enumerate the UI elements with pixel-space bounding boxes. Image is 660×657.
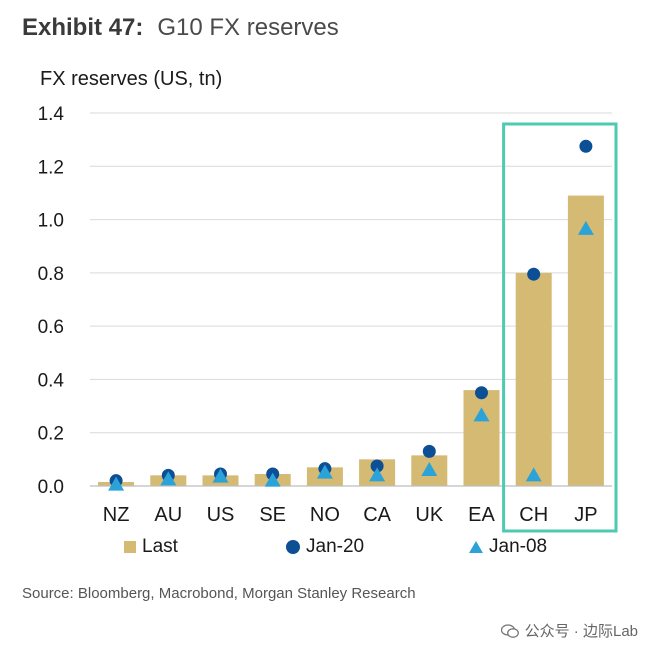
x-tick-label: NO	[310, 504, 340, 526]
point-jan20	[527, 267, 541, 281]
point-jan08	[473, 407, 490, 422]
watermark-text: 公众号 · 边际Lab	[524, 623, 638, 640]
x-tick-label: AU	[154, 504, 182, 526]
bar-last	[515, 272, 552, 486]
bar-last	[463, 390, 500, 486]
legend-item-last: Last	[124, 536, 178, 558]
y-tick-label: 0.8	[38, 264, 64, 285]
legend-label-jan08: Jan-08	[489, 536, 548, 557]
y-tick-label: 0.2	[38, 424, 64, 445]
legend-item-jan20: Jan-20	[286, 536, 364, 558]
point-jan08	[212, 468, 229, 483]
y-tick-label: 1.2	[38, 157, 64, 178]
y-tick-label: 1.4	[38, 104, 65, 125]
legend-label-last: Last	[142, 536, 178, 557]
legend-bar-swatch	[124, 541, 136, 553]
point-jan08	[160, 471, 177, 486]
x-tick-label: NZ	[103, 504, 130, 526]
title-row: Exhibit 47: G10 FX reserves	[22, 14, 339, 42]
point-jan20	[579, 139, 593, 153]
point-jan08	[316, 464, 333, 479]
watermark: 公众号 · 边际Lab	[500, 620, 638, 641]
chart-title: G10 FX reserves	[157, 14, 339, 41]
x-tick-label: EA	[468, 504, 495, 526]
y-tick-label: 0.4	[38, 370, 65, 391]
legend-item-jan08: Jan-08	[469, 536, 547, 558]
x-tick-label: CA	[363, 504, 391, 526]
bar-last	[567, 195, 604, 487]
wechat-icon	[500, 623, 519, 638]
point-jan08	[577, 220, 594, 235]
bar-chart: 0.0 0.2 0.4 0.6 0.8 1.0 1.2 1.4 NZ AU US SE NO CA UK EA…	[38, 104, 618, 533]
y-tick-label: 0.0	[38, 477, 64, 498]
point-jan20	[370, 459, 384, 473]
point-jan08	[525, 467, 542, 482]
point-jan08	[108, 476, 125, 491]
point-jan08	[369, 467, 386, 482]
y-axis-label: FX reserves (US, tn)	[40, 68, 223, 90]
point-jan20	[475, 386, 488, 400]
point-jan20	[422, 444, 436, 458]
x-tick-label: JP	[574, 504, 597, 526]
highlight-box	[502, 122, 618, 533]
point-jan08	[421, 462, 438, 477]
exhibit-label: Exhibit 47:	[22, 14, 144, 41]
legend-triangle-swatch	[469, 541, 483, 553]
x-tick-label: SE	[259, 504, 286, 526]
x-tick-label: UK	[415, 504, 443, 526]
legend-label-jan20: Jan-20	[306, 536, 365, 557]
legend: Last Jan-20 Jan-08	[0, 536, 660, 560]
y-tick-label: 0.6	[38, 317, 64, 338]
x-tick-label: US	[207, 504, 235, 526]
y-tick-label: 1.0	[38, 211, 64, 232]
legend-dot-swatch	[286, 540, 300, 554]
x-tick-label: CH	[519, 504, 548, 526]
point-jan08	[264, 472, 281, 487]
source-note: Source: Bloomberg, Macrobond, Morgan Sta…	[22, 585, 416, 602]
